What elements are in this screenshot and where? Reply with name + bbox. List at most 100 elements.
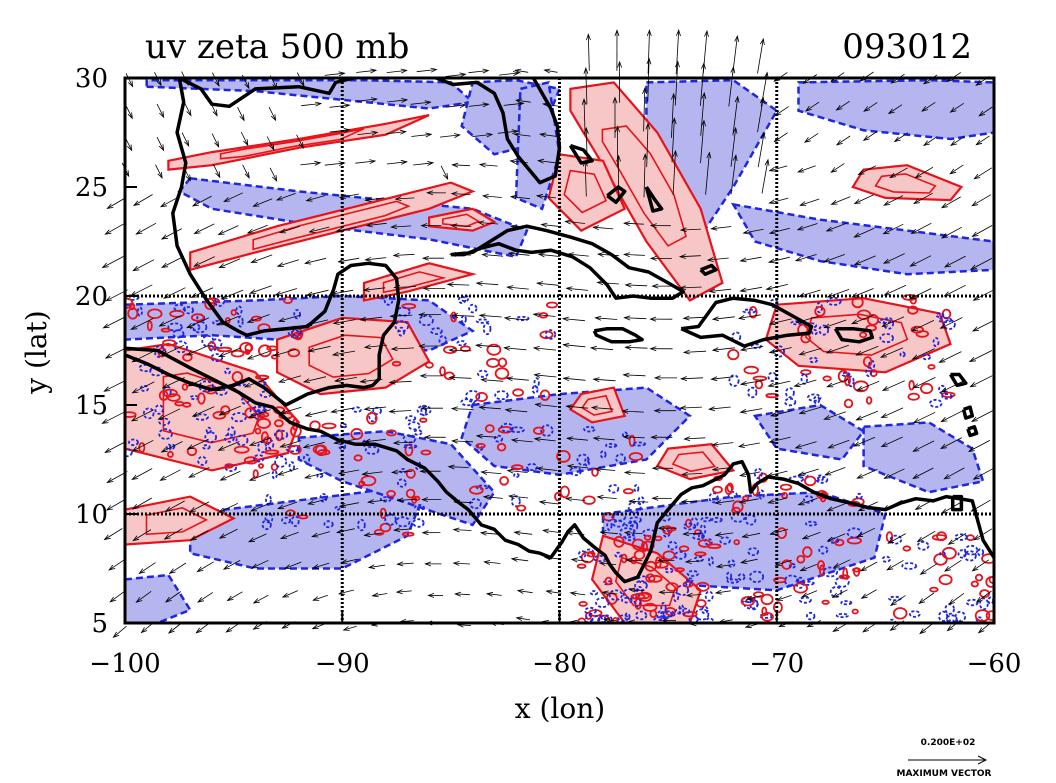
negative-contour-speck [672,591,680,603]
wind-vector [947,533,967,545]
wind-vector [581,98,587,135]
negative-contour-speck [252,404,267,414]
wind-vector [675,29,681,75]
negative-contour-speck [817,474,825,482]
wind-vector [767,380,791,388]
wind-vector [279,440,302,448]
wind-vector [714,500,735,505]
negative-contour-speck [139,384,150,392]
wind-vector [539,132,557,138]
positive-contour-speck [985,610,994,621]
wind-vector [125,104,133,120]
wind-vector [356,97,378,103]
negative-contour-speck [614,551,622,558]
wind-vector [739,286,762,293]
negative-contour-speck [667,540,678,551]
wind-vector [215,381,239,392]
positive-contour-speck [838,574,850,580]
wind-vector [312,594,328,601]
wind-vector [418,312,442,318]
wind-vector [823,254,846,263]
wind-vector [387,98,409,103]
wind-vector [797,497,818,506]
wind-vector [440,165,449,181]
negative-contour-speck [685,579,692,587]
positive-contour-speck [927,364,936,370]
wind-vector [975,135,990,146]
wind-vector [158,315,182,327]
positive-vorticity-inner-contour [441,213,481,228]
positive-contour-speck [539,389,551,401]
positive-contour-speck [779,483,793,491]
negative-contour-speck [465,389,481,403]
wind-vector [738,498,759,504]
negative-contour-speck [728,374,740,388]
negative-contour-speck [281,516,292,525]
negative-contour-speck [742,308,757,314]
negative-contour-speck [624,612,631,621]
wind-vector [757,131,766,168]
wind-vector [970,410,994,422]
coastline [950,494,964,512]
positive-contour-speck [439,366,446,377]
positive-contour-speck [401,531,415,537]
positive-contour-speck [484,424,495,434]
wind-vector [971,194,992,207]
wind-vector [566,464,589,469]
wind-vector [475,343,499,349]
positive-contour-speck [740,596,755,607]
negative-contour-speck [800,580,815,586]
wind-vector [739,256,762,263]
wind-vector [251,559,269,569]
wind-vector [195,622,210,634]
wind-vector [193,256,215,267]
wind-vector [365,222,387,228]
wind-vector [388,408,412,414]
wind-vector [832,559,851,568]
positive-contour-speck [230,309,237,316]
wind-vector [794,254,817,262]
wind-vector [860,589,877,599]
positive-contour-speck [475,442,486,449]
wind-vector [223,192,243,202]
positive-contour-speck [297,514,309,520]
positive-contour-speck [366,411,378,425]
wind-vector [125,73,134,88]
wind-vector [804,101,820,112]
positive-contour-speck [623,488,634,495]
wind-vector [305,319,329,327]
wind-vector [367,499,388,504]
wind-vector [656,558,675,563]
wind-vector [826,378,850,388]
negative-contour-speck [223,433,235,443]
wind-vector [427,593,443,598]
positive-contour-speck [981,553,994,564]
positive-contour-speck [814,305,826,317]
negative-contour-speck [576,453,590,466]
positive-vorticity-region [125,495,237,546]
wind-vector [916,530,936,543]
wind-vector [826,502,847,512]
wind-vector [768,197,789,204]
wind-vector [623,221,644,226]
wind-vector [197,592,214,603]
negative-contour-speck [965,598,979,607]
negative-contour-speck [750,343,762,350]
positive-vorticity-inner-contour [252,200,411,251]
negative-contour-speck [686,570,700,577]
wind-vector [164,591,181,603]
positive-contour-speck [424,361,434,369]
wind-vector [355,159,377,165]
negative-contour-speck [633,484,640,493]
positive-contour-speck [674,567,685,573]
negative-contour-speck [847,375,855,388]
wind-vector [324,71,346,77]
wind-vector [445,72,467,78]
wind-vector [910,222,932,235]
positive-contour-speck [604,576,613,586]
wind-vector [862,622,877,633]
positive-contour-speck [516,504,527,512]
wind-vector [853,436,876,447]
positive-contour-speck [257,344,272,358]
wind-vector [589,345,614,351]
